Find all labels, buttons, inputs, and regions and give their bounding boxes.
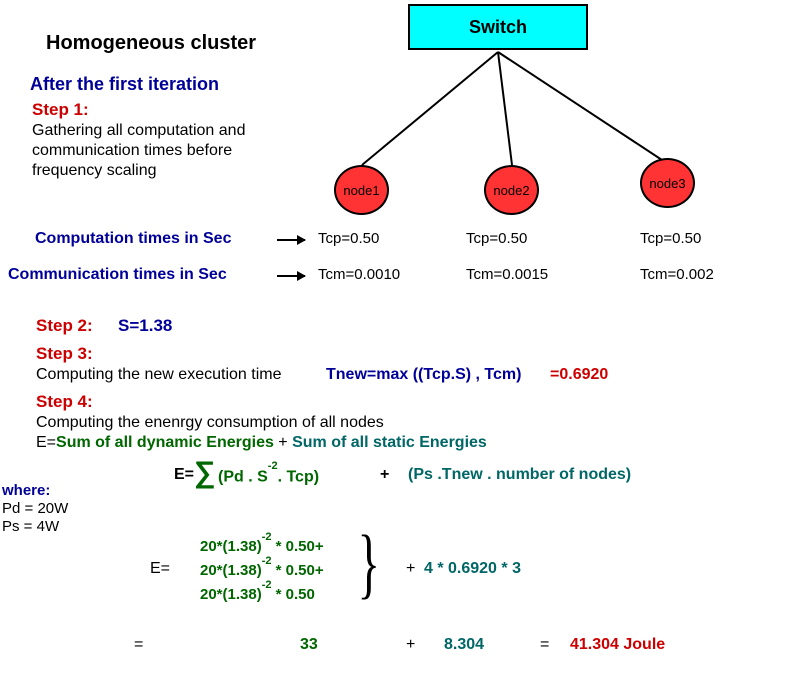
step1-line2: communication times before	[32, 142, 232, 160]
tcp-1: Tcp=0.50	[318, 230, 379, 247]
result-total: 41.304 Joule	[570, 636, 665, 654]
calc-l1exp: -2	[262, 531, 272, 543]
where-pd: Pd = 20W	[2, 500, 68, 517]
step1-label: Step 1:	[32, 100, 89, 120]
calc-l3b: * 0.50	[272, 586, 315, 603]
calc-l2a: 20*(1.38)	[200, 562, 262, 579]
step2-label: Step 2:	[36, 316, 93, 336]
step3-text: Computing the new execution time	[36, 366, 281, 384]
formula-stat: (Ps .Tnew . number of nodes)	[408, 466, 631, 484]
step2-value: S=1.38	[118, 316, 172, 336]
node2-label: node2	[493, 183, 529, 198]
node3-label: node3	[649, 176, 685, 191]
result-dyn: 33	[300, 636, 318, 654]
formula-dyn2: . Tcp)	[278, 468, 319, 485]
calc-l2exp: -2	[262, 555, 272, 567]
tcm-2: Tcm=0.0015	[466, 266, 548, 283]
step4-e-line: E=Sum of all dynamic Energies + Sum of a…	[36, 434, 487, 452]
step4-label: Step 4:	[36, 392, 93, 412]
step1-line1: Gathering all computation and	[32, 122, 245, 140]
node3: node3	[640, 158, 695, 208]
where-label: where:	[2, 482, 50, 499]
e-prefix: E=	[36, 434, 56, 451]
result-plus: +	[406, 636, 415, 654]
comm-times-label: Communication times in Sec	[8, 266, 227, 284]
comp-times-label: Computation times in Sec	[35, 230, 231, 248]
tcm-1: Tcm=0.0010	[318, 266, 400, 283]
edges-svg	[0, 0, 800, 698]
calc-prefix: E=	[150, 560, 170, 578]
tcp-3: Tcp=0.50	[640, 230, 701, 247]
step3-label: Step 3:	[36, 344, 93, 364]
result-eq1: =	[134, 636, 143, 654]
result-eq2: =	[540, 636, 549, 654]
calc-l2: 20*(1.38)-2 * 0.50+	[200, 560, 324, 579]
formula-plus: +	[380, 466, 389, 484]
calc-l1b: * 0.50+	[272, 538, 324, 555]
formula-dyn1: (Pd . S	[218, 468, 268, 485]
arrow-comm	[277, 275, 305, 277]
formula-dyn: (Pd . S-2. Tcp)	[218, 466, 319, 486]
e-dyn: Sum of all dynamic Energies	[56, 434, 274, 451]
sigma-icon: ∑	[194, 456, 215, 490]
page-title: Homogeneous cluster	[46, 32, 256, 55]
calc-l3a: 20*(1.38)	[200, 586, 262, 603]
node2: node2	[484, 165, 539, 215]
node1-label: node1	[343, 183, 379, 198]
formula-prefix: E=	[174, 466, 194, 484]
result-stat: 8.304	[444, 636, 484, 654]
tcm-3: Tcm=0.002	[640, 266, 714, 283]
switch-box: Switch	[408, 4, 588, 50]
arrow-comp	[277, 239, 305, 241]
calc-l1: 20*(1.38)-2 * 0.50+	[200, 536, 324, 555]
e-stat: Sum of all static Energies	[292, 434, 487, 451]
calc-stat: 4 * 0.6920 * 3	[424, 560, 521, 578]
calc-l1a: 20*(1.38)	[200, 538, 262, 555]
tcp-2: Tcp=0.50	[466, 230, 527, 247]
e-plus: +	[274, 434, 292, 451]
calc-l3: 20*(1.38)-2 * 0.50	[200, 584, 315, 603]
subtitle: After the first iteration	[30, 74, 219, 95]
brace-icon: }	[357, 532, 379, 594]
node1: node1	[334, 165, 389, 215]
formula-exp: -2	[268, 460, 278, 472]
where-ps: Ps = 4W	[2, 518, 59, 535]
calc-plus: +	[406, 560, 415, 578]
step3-eq: =0.6920	[550, 366, 608, 384]
calc-l3exp: -2	[262, 579, 272, 591]
step3-formula: Tnew=max ((Tcp.S) , Tcm)	[326, 366, 521, 384]
step1-line3: frequency scaling	[32, 162, 157, 180]
calc-l2b: * 0.50+	[272, 562, 324, 579]
step4-text: Computing the enenrgy consumption of all…	[36, 414, 384, 432]
switch-label: Switch	[469, 17, 527, 38]
